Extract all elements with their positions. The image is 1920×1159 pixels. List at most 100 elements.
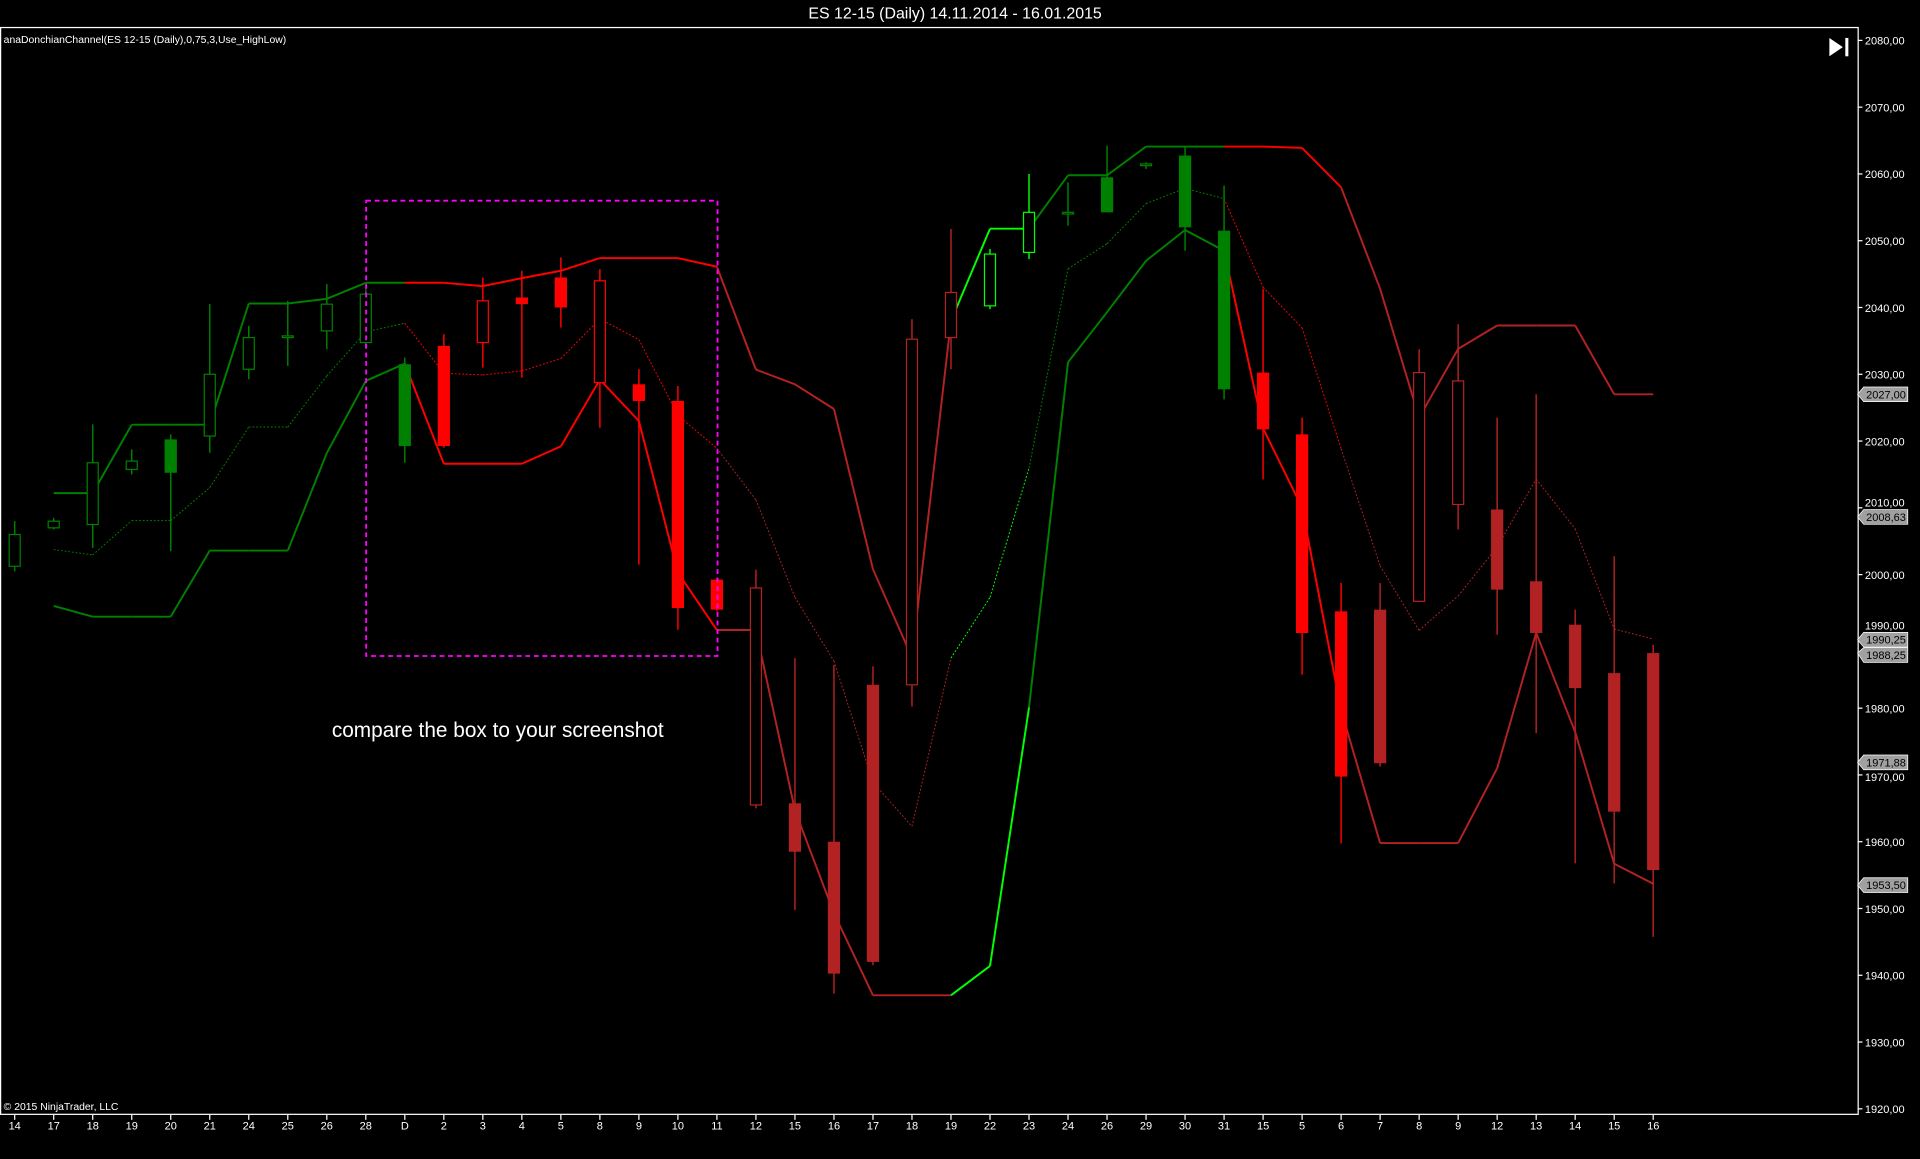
middle-channel-segment (1418, 595, 1459, 631)
candle-body-down (437, 345, 450, 447)
candle (242, 325, 255, 380)
candle (1178, 147, 1192, 251)
x-tick-label: 18 (87, 1121, 99, 1133)
time-axis[interactable]: 14 17 18 19 20 21 24 25 26 28 D 2 3 4 5 8 9 10 11 12 15 16 17 1… (9, 1114, 1660, 1133)
x-tick-label: 12 (750, 1121, 762, 1133)
upper-channel-segment (1106, 145, 1147, 177)
y-tick-label: 2000,00 (1865, 570, 1905, 582)
upper-channel-segment (1457, 324, 1498, 350)
candle-body-down (710, 579, 724, 610)
x-tick-label: 17 (867, 1121, 879, 1133)
lower-channel-segment (1613, 862, 1654, 885)
lower-channel-segment (560, 379, 601, 447)
x-tick-label: 30 (1179, 1121, 1191, 1133)
price-axis[interactable]: 1920,00 1930,00 1940,00 1950,00 1960,00 1970,… (1857, 36, 1905, 1116)
middle-channel-segment (638, 339, 679, 416)
lower-channel-segment (1340, 709, 1382, 844)
candle-body-up (125, 460, 138, 471)
lower-channel-segment (1145, 229, 1186, 262)
middle-channel-segment (755, 499, 796, 598)
upper-channel-segment (1418, 348, 1459, 419)
lower-channel-segment (833, 912, 874, 996)
price-marker-label: 2027,00 (1866, 389, 1906, 401)
lower-channel-segment (599, 378, 640, 422)
candle (203, 304, 216, 453)
x-tick-label: 25 (282, 1121, 294, 1133)
x-tick-label: D (401, 1121, 409, 1133)
upper-channel-segment (91, 424, 133, 494)
price-marker: 1971,88 (1857, 754, 1909, 771)
x-tick-label: 8 (1416, 1121, 1422, 1133)
price-marker-label: 1971,88 (1866, 757, 1906, 769)
candle-body-down (1217, 230, 1231, 390)
chart-frame (0, 26, 1859, 1115)
candle (1647, 644, 1660, 937)
middle-channel-segment (794, 597, 835, 662)
candle-body-up (983, 253, 997, 307)
candle (1139, 162, 1153, 169)
x-tick-label: 20 (165, 1121, 177, 1133)
lower-channel-segment (1184, 229, 1225, 252)
lower-channel-segment (1574, 731, 1616, 865)
middle-channel-segment (833, 660, 874, 783)
middle-channel-segment (989, 467, 1030, 598)
y-tick-label: 2070,00 (1865, 102, 1905, 114)
candle-body-up (8, 533, 21, 567)
upper-channel-segment (560, 257, 601, 272)
x-tick-label: 4 (519, 1121, 525, 1133)
middle-channel-segment (170, 487, 211, 522)
upper-channel-segment (1301, 147, 1342, 188)
candle-body-up (593, 280, 606, 384)
candle-body-down (1374, 609, 1387, 764)
candle (164, 434, 177, 552)
candle (1569, 609, 1582, 864)
lower-channel-segment (1067, 311, 1108, 363)
skip-to-end-icon[interactable] (1829, 37, 1849, 57)
upper-channel-segment (1340, 186, 1382, 290)
candle (281, 300, 294, 366)
candle (593, 269, 606, 428)
lower-channel-segment (286, 452, 328, 551)
x-tick-label: 16 (828, 1121, 840, 1133)
x-tick-label: 28 (360, 1121, 372, 1133)
lower-channel-segment (403, 363, 445, 465)
x-tick-label: 9 (1455, 1121, 1461, 1133)
candle (632, 369, 646, 565)
candle (125, 449, 138, 475)
y-tick-label: 1980,00 (1865, 703, 1905, 715)
upper-channel-segment (950, 228, 991, 322)
upper-channel-segment (521, 269, 562, 280)
candle-body-up (320, 303, 333, 332)
price-marker-tag (1857, 647, 1909, 663)
x-tick-label: 23 (1023, 1121, 1035, 1133)
candle-body-up (944, 291, 958, 339)
candle (1608, 556, 1621, 884)
annotation-text: compare the box to your screenshot (332, 719, 664, 742)
middle-channel-segment (950, 597, 991, 659)
middle-channel-segment (53, 549, 93, 556)
candle-body-down (164, 439, 177, 473)
candle-body-down (1334, 611, 1348, 777)
upper-channel-segment (1028, 174, 1069, 230)
candle (1530, 394, 1543, 734)
middle-channel-segment (92, 520, 133, 556)
candle-body-up (1413, 371, 1426, 602)
candle (983, 249, 997, 310)
candle (320, 284, 333, 350)
x-tick-label: 12 (1491, 1121, 1503, 1133)
lower-channel-segment (989, 707, 1030, 967)
lower-channel-segment (521, 445, 562, 465)
candle (1413, 349, 1426, 602)
candle (866, 666, 880, 966)
lower-channel-segment (1457, 767, 1499, 844)
middle-channel-segment (872, 781, 913, 827)
x-tick-label: 11 (711, 1121, 722, 1133)
x-tick-label: 5 (558, 1121, 564, 1133)
lower-channel-segment (365, 362, 406, 382)
x-tick-label: 10 (672, 1121, 684, 1133)
candle-body-down (1569, 624, 1582, 689)
y-tick-label: 2040,00 (1865, 303, 1905, 315)
candle (515, 270, 528, 378)
candle-body-up (1139, 163, 1153, 167)
